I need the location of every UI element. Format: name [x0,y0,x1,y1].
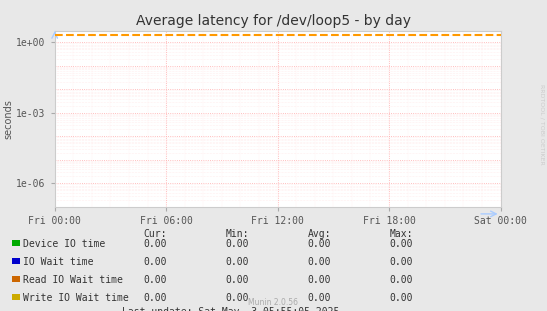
Text: 0.00: 0.00 [143,293,167,303]
Text: 0.00: 0.00 [307,275,331,285]
Text: Last update: Sat May  3 05:55:05 2025: Last update: Sat May 3 05:55:05 2025 [122,307,339,311]
Text: 0.00: 0.00 [389,239,413,248]
Text: IO Wait time: IO Wait time [23,257,94,267]
Text: 0.00: 0.00 [143,257,167,267]
Text: 0.00: 0.00 [307,257,331,267]
Text: Average latency for /dev/loop5 - by day: Average latency for /dev/loop5 - by day [136,14,411,28]
Text: 0.00: 0.00 [225,275,249,285]
Text: 0.00: 0.00 [307,239,331,248]
Text: 0.00: 0.00 [389,257,413,267]
Text: Write IO Wait time: Write IO Wait time [23,293,129,303]
Y-axis label: seconds: seconds [3,99,14,139]
Text: 0.00: 0.00 [225,293,249,303]
Text: 0.00: 0.00 [389,293,413,303]
Text: Read IO Wait time: Read IO Wait time [23,275,123,285]
Text: 0.00: 0.00 [225,239,249,248]
Text: Device IO time: Device IO time [23,239,105,248]
Text: Avg:: Avg: [307,229,331,239]
Text: Min:: Min: [225,229,249,239]
Text: RRDTOOL / TOBI OETIKER: RRDTOOL / TOBI OETIKER [539,84,544,165]
Text: Max:: Max: [389,229,413,239]
Text: 0.00: 0.00 [225,257,249,267]
Text: 0.00: 0.00 [143,239,167,248]
Text: Munin 2.0.56: Munin 2.0.56 [248,298,299,307]
Text: 0.00: 0.00 [307,293,331,303]
Text: Cur:: Cur: [143,229,167,239]
Text: 0.00: 0.00 [389,275,413,285]
Text: 0.00: 0.00 [143,275,167,285]
